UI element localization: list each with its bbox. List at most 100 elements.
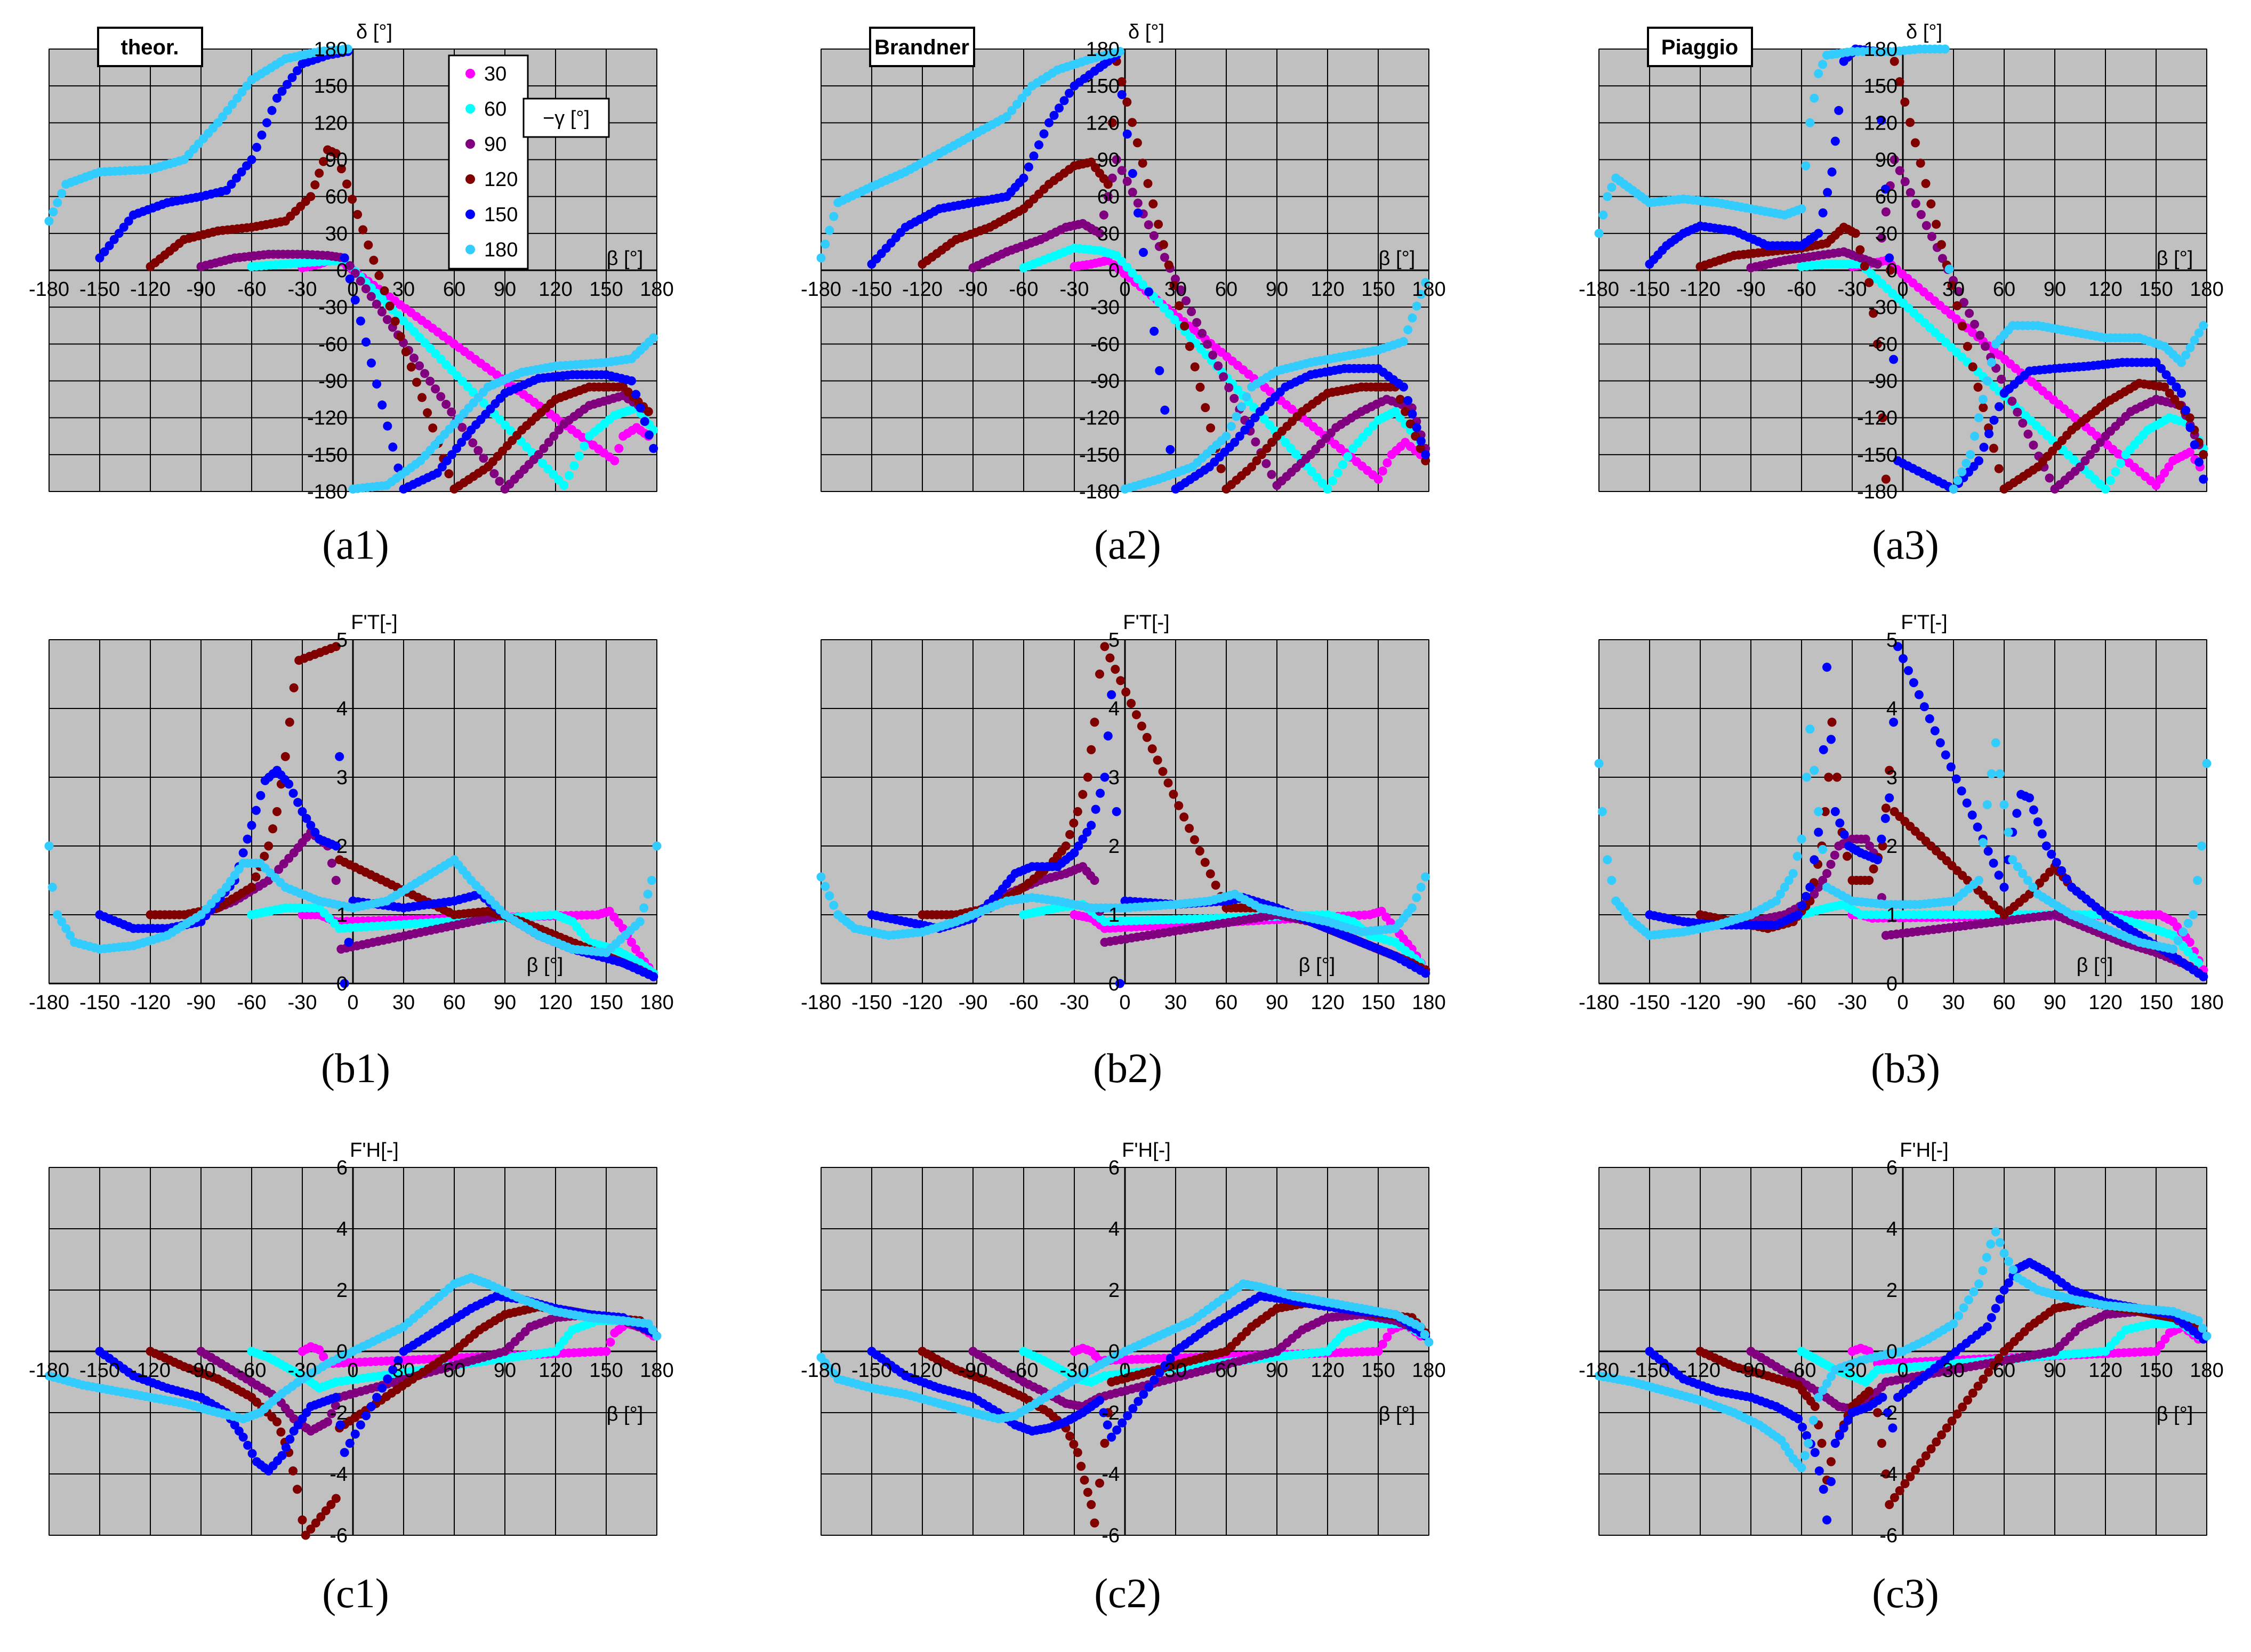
data-point	[1373, 474, 1383, 484]
data-point	[2062, 874, 2071, 884]
data-point	[635, 917, 645, 926]
x-tick-label: 90	[1266, 992, 1288, 1014]
data-point	[331, 1392, 341, 1402]
data-point	[1860, 261, 1869, 271]
y-tick-label: -60	[1090, 333, 1120, 356]
x-tick-label: -120	[1680, 992, 1721, 1014]
data-point	[1192, 318, 1202, 327]
y-tick-label: -90	[1868, 370, 1898, 393]
data-point	[1911, 199, 1920, 208]
y-tick-label: 5	[336, 629, 348, 651]
data-point	[1159, 240, 1168, 249]
data-point	[343, 44, 352, 54]
data-point	[1149, 231, 1159, 240]
x-tick-label: 30	[392, 278, 415, 301]
data-point	[1594, 229, 1604, 238]
data-point	[1211, 881, 1220, 890]
data-point	[1824, 772, 1834, 782]
data-point	[1170, 315, 1179, 325]
data-point	[242, 81, 252, 91]
data-point	[1603, 855, 1612, 865]
data-point	[104, 241, 114, 251]
data-point	[1281, 438, 1290, 447]
data-point	[574, 451, 584, 461]
chart-a3: -180 -150 -120 -90 -60 -30 0 30 60 90 120 150 180-18…	[1579, 21, 2224, 568]
x-axis-title: β [°]	[1299, 954, 1336, 977]
data-point	[1090, 1518, 1099, 1528]
data-point	[285, 1435, 295, 1444]
data-point	[1065, 88, 1074, 98]
x-tick-label: 30	[1942, 278, 1965, 301]
source-label-frame	[97, 27, 203, 67]
y-tick-label: -2	[329, 1402, 348, 1424]
data-point	[2199, 972, 2208, 981]
data-point	[652, 1331, 662, 1341]
data-point	[1947, 280, 1957, 290]
y-tick-label: 180	[1864, 38, 1898, 61]
data-point	[1099, 210, 1108, 220]
data-point	[119, 222, 128, 232]
x-tick-label: -180	[1579, 278, 1619, 301]
data-point	[1974, 876, 1983, 885]
data-point	[821, 239, 830, 249]
x-tick-label: -90	[187, 992, 216, 1014]
data-point	[1017, 93, 1027, 103]
data-point	[1121, 687, 1131, 697]
x-tick-label: 60	[1215, 278, 1237, 301]
data-point	[1963, 342, 1972, 351]
data-point	[1881, 474, 1891, 484]
x-tick-label: 180	[1412, 278, 1445, 301]
data-point	[1115, 47, 1124, 57]
data-point	[1174, 801, 1184, 810]
y-tick-label: 180	[1086, 38, 1120, 61]
x-tick-label: -90	[187, 278, 216, 301]
data-point	[1607, 876, 1617, 885]
y-tick-label: 3	[336, 767, 348, 789]
x-axis-title: β [°]	[607, 247, 644, 270]
data-point	[1869, 864, 1878, 874]
y-tick-label: -60	[1868, 333, 1898, 356]
data-point	[649, 972, 658, 981]
data-point	[1995, 402, 2004, 412]
data-point	[1906, 118, 1915, 127]
data-point	[420, 369, 430, 378]
data-point	[1416, 444, 1425, 453]
data-point	[272, 1417, 282, 1427]
x-tick-label: -60	[237, 1359, 267, 1382]
data-point	[252, 142, 261, 152]
data-point	[2052, 858, 2061, 867]
data-point	[1216, 464, 1226, 473]
data-point	[2202, 759, 2212, 768]
data-point	[1864, 876, 1874, 885]
data-point	[1091, 804, 1100, 814]
data-point	[1087, 820, 1096, 830]
data-point	[1221, 431, 1231, 441]
y-tick-label: 90	[325, 149, 348, 172]
data-point	[1890, 57, 1899, 66]
data-point	[539, 444, 549, 453]
data-point	[223, 106, 232, 115]
data-point	[1122, 98, 1132, 107]
y-tick-label: -30	[318, 296, 348, 319]
data-point	[1797, 834, 1806, 844]
data-point	[100, 247, 109, 256]
data-point	[1878, 413, 1887, 423]
data-point	[549, 431, 559, 441]
data-point	[2189, 910, 2198, 920]
data-point	[385, 301, 395, 311]
panel-caption: (a1)	[322, 521, 389, 568]
y-tick-label: 150	[314, 75, 348, 98]
panel-caption: (c1)	[322, 1570, 389, 1616]
data-point	[1069, 1439, 1079, 1449]
x-tick-labels: -180 -150 -120 -90 -60 -30 0 30 60 90 120 150 180	[29, 278, 674, 301]
data-point	[425, 376, 435, 386]
data-point	[1133, 208, 1143, 217]
data-point	[232, 93, 242, 103]
data-point	[315, 168, 324, 178]
data-point	[1982, 376, 1992, 385]
data-point	[643, 889, 653, 899]
data-point	[1203, 340, 1212, 349]
data-point	[1196, 344, 1205, 354]
data-point	[816, 872, 826, 882]
data-point	[1180, 321, 1189, 331]
